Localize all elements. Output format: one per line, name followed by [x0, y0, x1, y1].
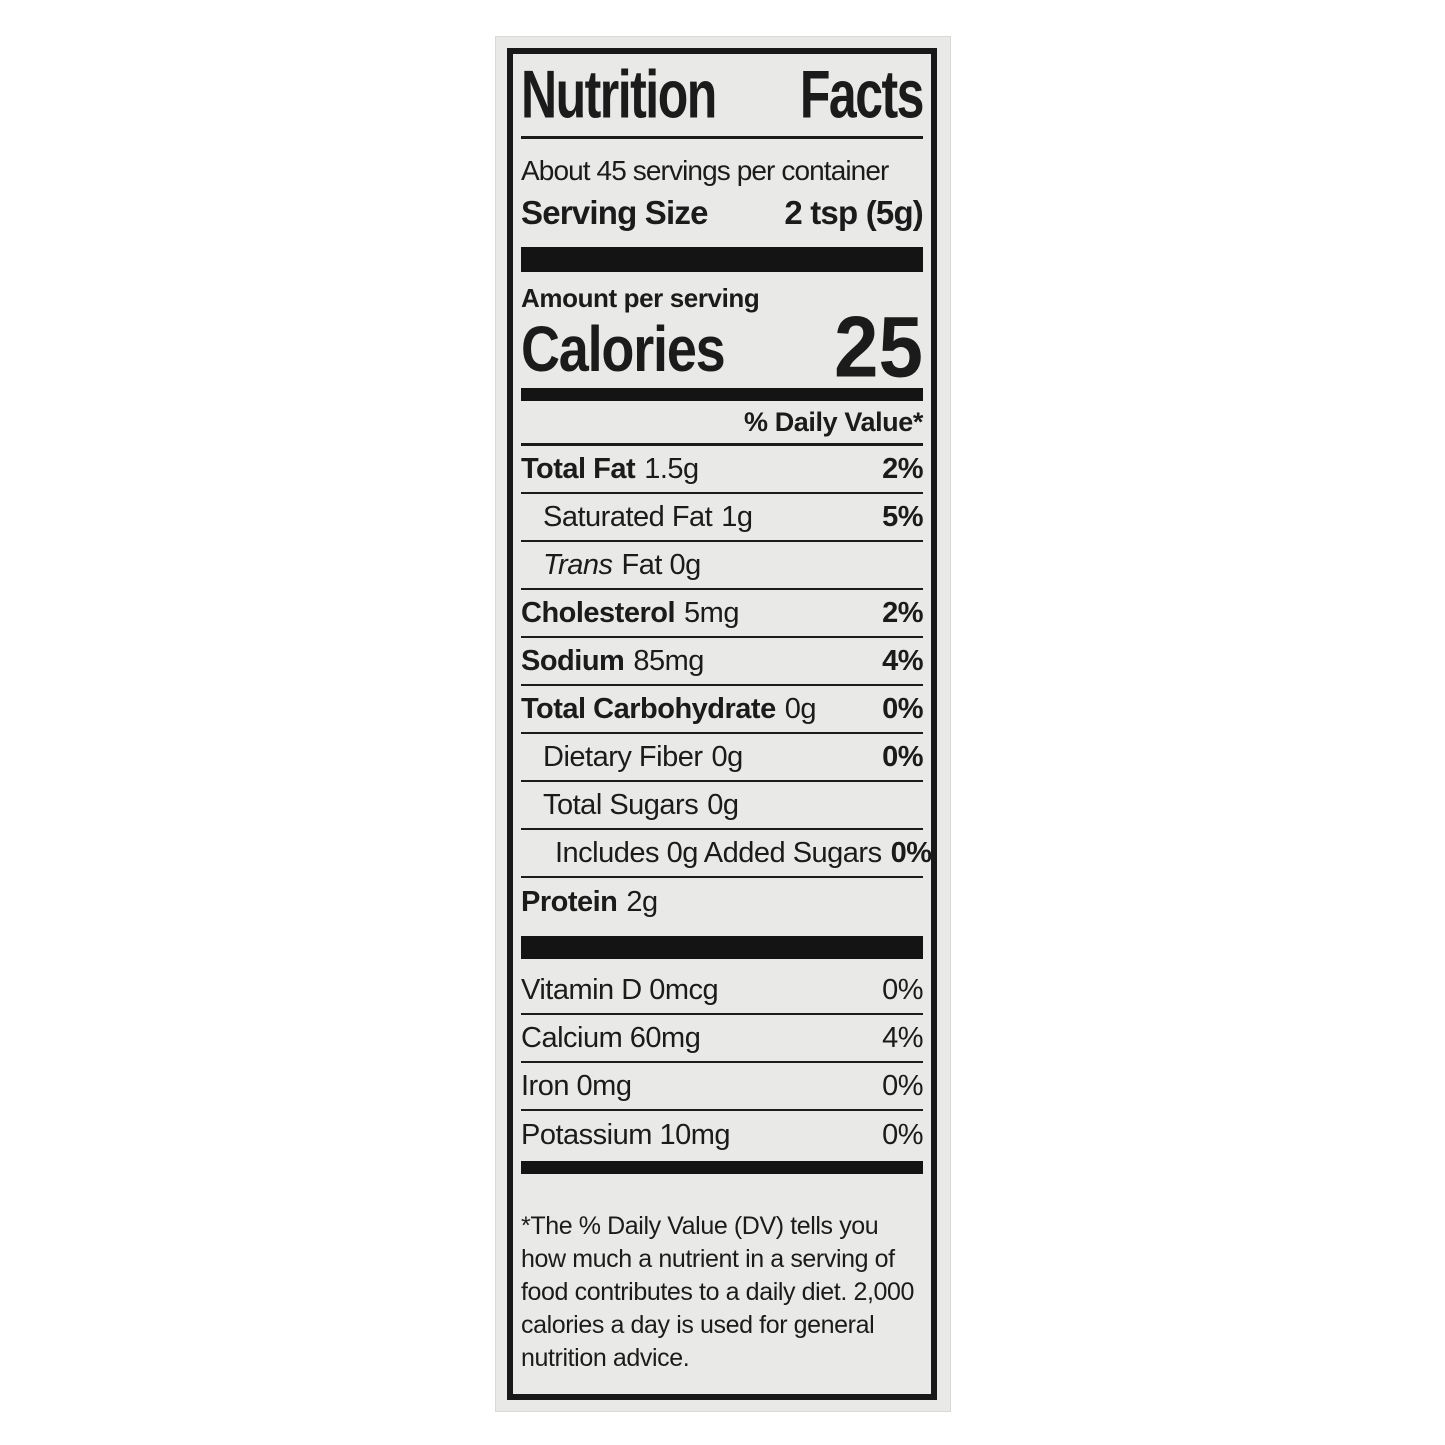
nutrient-row-total-fat: Total Fat 1.5g 2% [521, 446, 923, 494]
nutrient-amount: 1g [721, 500, 753, 533]
micronutrient-row-vitamin-d: Vitamin D 0mcg 0% [521, 967, 923, 1015]
nutrient-dv: 0% [882, 692, 923, 725]
nutrient-dv: 4% [882, 644, 923, 677]
nutrient-dv: 0% [882, 740, 923, 773]
daily-value-header: % Daily Value* [521, 401, 923, 446]
nutrient-dv: 5% [882, 500, 923, 533]
nutrition-facts-label: Nutrition Facts About 45 servings per co… [495, 36, 951, 1412]
nutrient-row-trans-fat: Trans Fat 0g [521, 542, 923, 590]
micronutrient-dv: 4% [882, 1021, 923, 1054]
nutrient-amount: Fat 0g [621, 548, 701, 581]
calories-row: Calories 25 [521, 298, 923, 395]
title-rule [521, 136, 923, 139]
amount-per-serving-label: Amount per serving [521, 283, 760, 313]
serving-size-value: 2 tsp (5g) [784, 194, 923, 231]
nutrient-amount: 2g [626, 885, 658, 918]
nutrient-name: Dietary Fiber [543, 740, 703, 773]
nutrient-row-dietary-fiber: Dietary Fiber 0g 0% [521, 734, 923, 782]
nutrient-row-protein: Protein 2g [521, 878, 923, 926]
micronutrient-name: Calcium 60mg [521, 1021, 701, 1054]
micronutrient-dv: 0% [882, 973, 923, 1006]
nutrient-dv: 0% [890, 836, 932, 869]
nutrient-row-added-sugars: Includes 0g Added Sugars 0% [521, 830, 932, 878]
nutrient-row-saturated-fat: Saturated Fat 1g 5% [521, 494, 923, 542]
nutrient-amount: 85mg [633, 644, 704, 677]
label-border-box: Nutrition Facts About 45 servings per co… [507, 48, 937, 1400]
separator-bar-bottom [521, 1161, 923, 1174]
nutrient-name: Total Fat [521, 452, 636, 485]
micronutrient-row-iron: Iron 0mg 0% [521, 1063, 923, 1111]
micronutrient-name: Iron 0mg [521, 1069, 632, 1102]
nutrient-name: Saturated Fat [543, 500, 713, 533]
nutrient-amount: 0g [711, 740, 744, 773]
serving-size-row: Serving Size 2 tsp (5g) [521, 190, 924, 236]
nutrient-name: Sodium [521, 644, 625, 677]
label-title: Nutrition Facts [521, 56, 925, 133]
micronutrient-name: Vitamin D 0mcg [521, 973, 719, 1006]
nutrient-amount: 1.5g [644, 452, 699, 485]
separator-bar-thick [521, 247, 923, 272]
nutrient-name: Protein [521, 885, 618, 918]
servings-per-container: About 45 servings per container [521, 155, 889, 186]
nutrient-dv: 2% [882, 596, 923, 629]
nutrient-row-sodium: Sodium 85mg 4% [521, 638, 923, 686]
micronutrient-name: Potassium 10mg [521, 1118, 731, 1151]
nutrient-name: Trans [543, 548, 613, 581]
nutrient-name: Cholesterol [521, 596, 676, 629]
nutrient-amount: 0g [707, 788, 739, 821]
nutrient-amount: 0g [784, 692, 817, 725]
nutrient-dv: 2% [882, 452, 923, 485]
nutrient-name: Total Sugars [543, 788, 699, 821]
separator-bar-thick [521, 936, 923, 959]
nutrient-row-cholesterol: Cholesterol 5mg 2% [521, 590, 923, 638]
calories-value: 25 [834, 298, 923, 395]
micronutrient-row-calcium: Calcium 60mg 4% [521, 1015, 923, 1063]
daily-value-footnote: *The % Daily Value (DV) tells you how mu… [521, 1212, 915, 1372]
micronutrient-dv: 0% [882, 1069, 923, 1102]
calories-label: Calories [521, 314, 726, 386]
nutrient-amount: 5mg [684, 596, 739, 629]
nutrient-name: Includes 0g Added Sugars [555, 836, 882, 869]
micronutrient-dv: 0% [882, 1118, 923, 1151]
nutrient-row-total-carbohydrate: Total Carbohydrate 0g 0% [521, 686, 923, 734]
serving-size-label: Serving Size [521, 194, 708, 231]
separator-bar-medium [521, 388, 923, 401]
nutrient-name: Total Carbohydrate [521, 692, 776, 725]
micronutrient-row-potassium: Potassium 10mg 0% [521, 1111, 923, 1159]
nutrient-row-total-sugars: Total Sugars 0g [521, 782, 923, 830]
